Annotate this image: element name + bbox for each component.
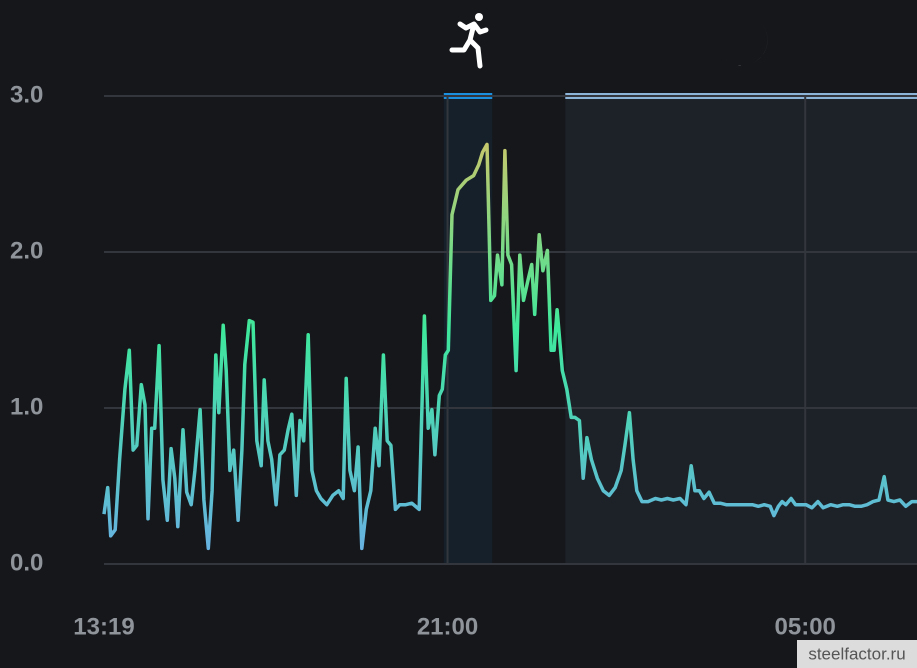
x-tick-label: 13:19	[73, 613, 134, 640]
moon-icon	[724, 22, 768, 66]
band-shade	[443, 96, 493, 564]
label-layer: 0.0 1.0 2.0 3.0 13:19 21:00 05:00	[10, 81, 836, 640]
y-tick-label: 2.0	[10, 237, 43, 264]
y-tick-label: 1.0	[10, 393, 43, 420]
watermark: steelfactor.ru	[808, 644, 905, 663]
band-shade	[565, 96, 917, 564]
data-line	[102, 142, 917, 551]
y-tick-label: 0.0	[10, 549, 43, 576]
y-tick-label: 3.0	[10, 81, 43, 108]
line-layer	[102, 142, 917, 551]
x-tick-label: 05:00	[775, 613, 836, 640]
x-tick-label: 21:00	[417, 613, 478, 640]
running-icon	[449, 13, 489, 69]
watermark-box	[797, 640, 917, 668]
band-layer	[443, 93, 917, 564]
